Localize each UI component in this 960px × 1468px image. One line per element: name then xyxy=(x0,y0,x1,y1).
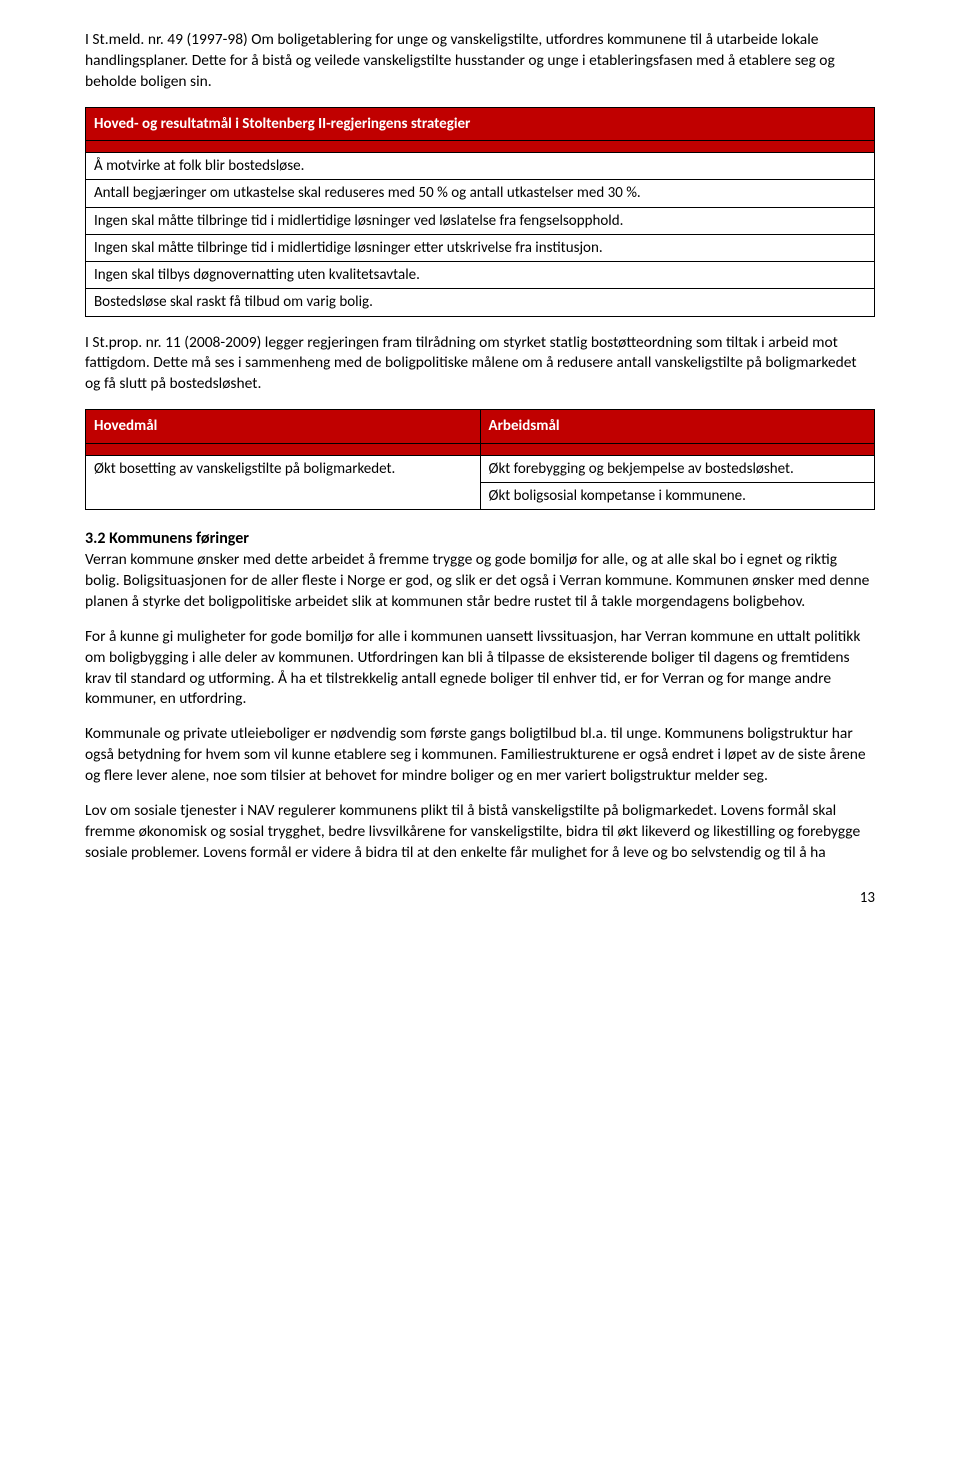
goals-col-header: Hovedmål xyxy=(86,410,481,443)
goals-cell: Økt forebygging og bekjempelse av bosted… xyxy=(480,455,875,482)
spacer xyxy=(86,141,875,153)
section-p1: Verran kommune ønsker med dette arbeidet… xyxy=(85,550,869,611)
spacer xyxy=(86,443,481,455)
section-3-2: 3.2 Kommunens føringer Verran kommune øn… xyxy=(85,528,875,613)
strategy-row: Antall begjæringer om utkastelse skal re… xyxy=(86,180,875,207)
strategy-row: Ingen skal måtte tilbringe tid i midlert… xyxy=(86,207,875,234)
section-p3: Kommunale og private utleieboliger er nø… xyxy=(85,724,875,787)
goals-cell: Økt bosetting av vanskeligstilte på boli… xyxy=(86,455,481,510)
intro-paragraph: I St.meld. nr. 49 (1997-98) Om boligetab… xyxy=(85,30,875,93)
strategy-row: Ingen skal måtte tilbringe tid i midlert… xyxy=(86,234,875,261)
strategy-row: Å motvirke at folk blir bostedsløse. xyxy=(86,153,875,180)
strategy-row: Bostedsløse skal raskt få tilbud om vari… xyxy=(86,289,875,316)
strategies-header: Hoved- og resultatmål i Stoltenberg II-r… xyxy=(86,107,875,140)
strategies-table: Hoved- og resultatmål i Stoltenberg II-r… xyxy=(85,107,875,317)
goals-cell: Økt boligsosial kompetanse i kommunene. xyxy=(480,482,875,509)
goals-table: Hovedmål Arbeidsmål Økt bosetting av van… xyxy=(85,409,875,510)
goals-col-header: Arbeidsmål xyxy=(480,410,875,443)
mid-paragraph: I St.prop. nr. 11 (2008-2009) legger reg… xyxy=(85,333,875,396)
page-number: 13 xyxy=(85,888,875,908)
section-heading: 3.2 Kommunens føringer xyxy=(85,529,249,548)
section-p2: For å kunne gi muligheter for gode bomil… xyxy=(85,627,875,711)
section-p4: Lov om sosiale tjenester i NAV regulerer… xyxy=(85,801,875,864)
strategy-row: Ingen skal tilbys døgnovernatting uten k… xyxy=(86,262,875,289)
spacer xyxy=(480,443,875,455)
